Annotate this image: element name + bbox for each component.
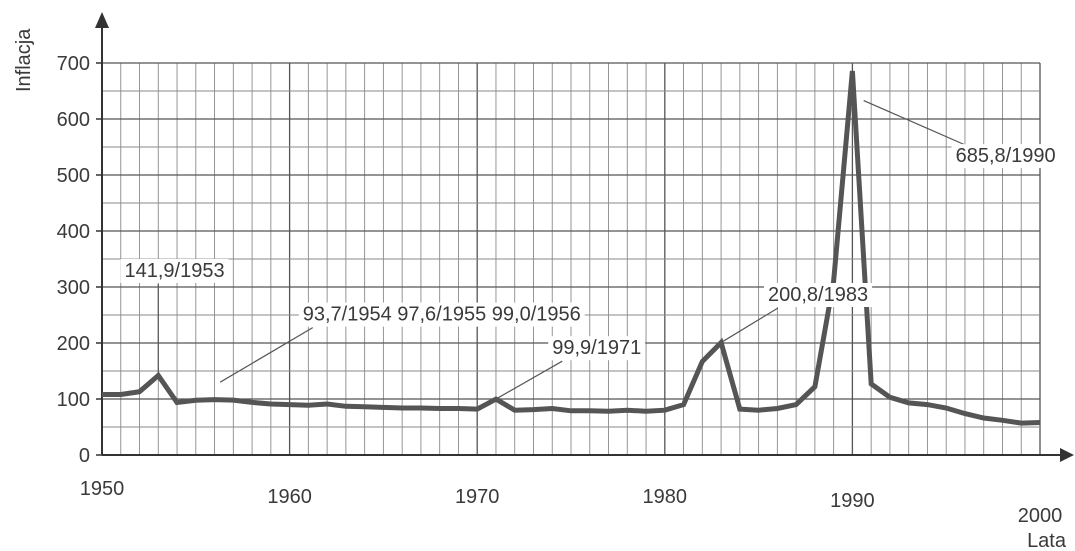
x-tick-label: 1990 xyxy=(830,490,875,512)
data-annotation-label: 200,8/1983 xyxy=(768,284,868,306)
annotations: 141,9/1953 93,7/1954 97,6/1955 99,0/1956 9… xyxy=(120,99,1060,400)
annotation-background xyxy=(548,336,646,361)
annotation-background xyxy=(120,258,229,283)
y-axis-label: Inflacja xyxy=(13,28,35,92)
data-annotation-label: 141,9/1953 xyxy=(125,260,225,282)
annotation-background xyxy=(763,283,873,307)
y-tick-label: 100 xyxy=(57,389,90,411)
annotation-background xyxy=(951,144,1060,169)
y-tick-label: 400 xyxy=(57,221,90,243)
data-annotation-label: 685,8/1990 xyxy=(956,145,1056,167)
annotation-background xyxy=(298,302,585,327)
x-tick-label: 1950 xyxy=(80,478,125,500)
series-group xyxy=(102,70,1041,426)
horizontal-gridlines xyxy=(102,62,1040,428)
x-axis-label: Lata xyxy=(1027,530,1067,551)
x-axis-arrow xyxy=(1060,448,1074,462)
y-tick-label: 200 xyxy=(57,333,90,355)
x-tick-label: 2000 xyxy=(1018,505,1063,527)
data-annotation-label: 99,9/1971 xyxy=(552,337,641,359)
annotation-leader-line xyxy=(495,360,563,400)
series-line xyxy=(102,70,1041,426)
x-tick-label: 1980 xyxy=(643,486,688,508)
y-tick-labels: 0 100 200 300 400 500 600 700 xyxy=(57,53,102,467)
y-tick-label: 600 xyxy=(57,109,90,131)
annotation-leader-line xyxy=(863,99,966,146)
annotation-leader-line xyxy=(219,327,314,383)
y-axis-arrow xyxy=(95,12,109,28)
y-tick-label: 0 xyxy=(79,445,90,467)
x-tick-labels: 1950 1960 1970 1980 1990 2000 xyxy=(80,478,1063,527)
annotation-leader-line xyxy=(720,307,779,344)
data-annotation-label: 93,7/1954 97,6/1955 99,0/1956 xyxy=(303,304,581,326)
y-tick-label: 500 xyxy=(57,165,90,187)
x-tick-label: 1960 xyxy=(267,486,312,508)
y-tick-label: 300 xyxy=(57,277,90,299)
x-tick-label: 1970 xyxy=(455,486,500,508)
y-tick-label: 700 xyxy=(57,53,90,75)
